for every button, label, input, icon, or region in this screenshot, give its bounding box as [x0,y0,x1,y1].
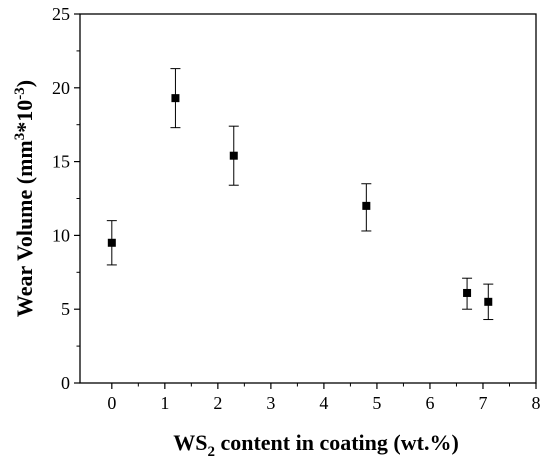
data-point [171,94,180,103]
x-tick-label: 6 [425,393,434,413]
y-axis-title: Wear Volume (mm3*10-3) [12,80,37,317]
data-point [463,288,472,297]
x-tick-label: 3 [266,393,275,413]
x-tick-label: 1 [160,393,169,413]
y-tick-label: 15 [52,152,70,172]
y-tick-label: 0 [61,373,70,393]
data-point [107,238,116,247]
y-tick-label: 10 [52,225,70,245]
plot-frame [79,13,537,384]
y-tick-label: 20 [52,78,70,98]
data-point [229,151,238,160]
x-axis: 0 1 2 3 4 5 6 7 8 [107,383,541,413]
x-tick-label: 0 [107,393,116,413]
error-bars [106,68,494,321]
y-tick-label: 5 [61,299,70,319]
x-tick-label: 7 [478,393,487,413]
x-tick-label: 4 [319,393,328,413]
data-point [484,297,493,306]
x-tick-label: 5 [372,393,381,413]
data-points [107,94,493,306]
data-point [362,201,371,210]
x-tick-label: 8 [532,393,541,413]
x-axis-title: WS2 content in coating (wt.%) [173,430,459,460]
y-tick-label: 25 [52,4,70,24]
y-axis: 0 5 10 15 20 25 [52,4,80,393]
x-tick-label: 2 [213,393,222,413]
